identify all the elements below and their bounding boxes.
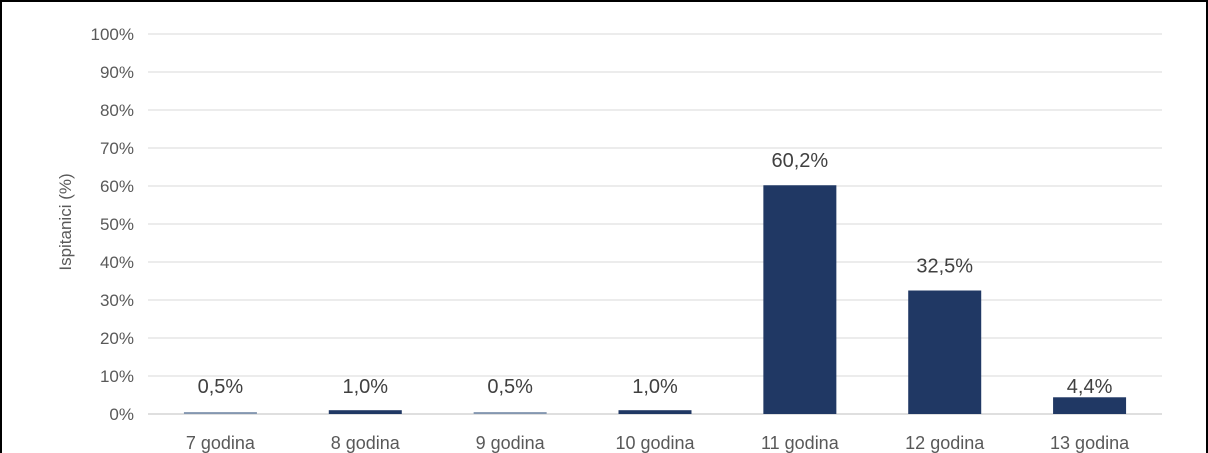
y-axis-label: Ispitanici (%) [56, 173, 75, 270]
data-label: 32,5% [916, 256, 973, 278]
x-tick-label: 8 godina [331, 433, 401, 453]
y-tick-label: 80% [100, 101, 134, 120]
y-tick-label: 20% [100, 329, 134, 348]
bar [908, 290, 982, 414]
data-labels: 0,5% 1,0% 0,5% 1,0% 60,2% 32,5% 4,4% [198, 150, 1113, 398]
bar [763, 185, 837, 414]
gridlines [148, 33, 1162, 415]
y-tick-label: 40% [100, 253, 134, 272]
data-label: 1,0% [342, 376, 388, 398]
data-label: 4,4% [1067, 376, 1113, 398]
y-tick-label: 0% [109, 405, 134, 424]
y-tick-label: 50% [100, 215, 134, 234]
x-axis-categories: 7 godina 8 godina 9 godina 10 godina 11 godi… [186, 433, 1130, 453]
x-tick-label: 9 godina [476, 433, 546, 453]
bar [473, 412, 547, 414]
data-label: 0,5% [198, 376, 244, 398]
y-tick-label: 70% [100, 139, 134, 158]
y-tick-label: 30% [100, 291, 134, 310]
y-tick-label: 60% [100, 177, 134, 196]
x-tick-label: 7 godina [186, 433, 256, 453]
x-tick-label: 13 godina [1050, 433, 1130, 453]
bar [328, 410, 402, 414]
data-label: 1,0% [632, 376, 678, 398]
data-label: 0,5% [487, 376, 533, 398]
y-tick-label: 90% [100, 63, 134, 82]
x-tick-label: 10 godina [615, 433, 695, 453]
y-tick-label: 10% [100, 367, 134, 386]
bar [618, 410, 692, 414]
y-axis-ticks: 0% 10% 20% 30% 40% 50% 60% 70% 80% 90% 100% [91, 25, 134, 424]
y-tick-label: 100% [91, 25, 134, 44]
x-tick-label: 11 godina [761, 433, 840, 453]
bar [1053, 397, 1127, 414]
data-label: 60,2% [771, 150, 828, 172]
bars [183, 185, 1127, 414]
x-tick-label: 12 godina [905, 433, 985, 453]
bar [183, 412, 257, 414]
